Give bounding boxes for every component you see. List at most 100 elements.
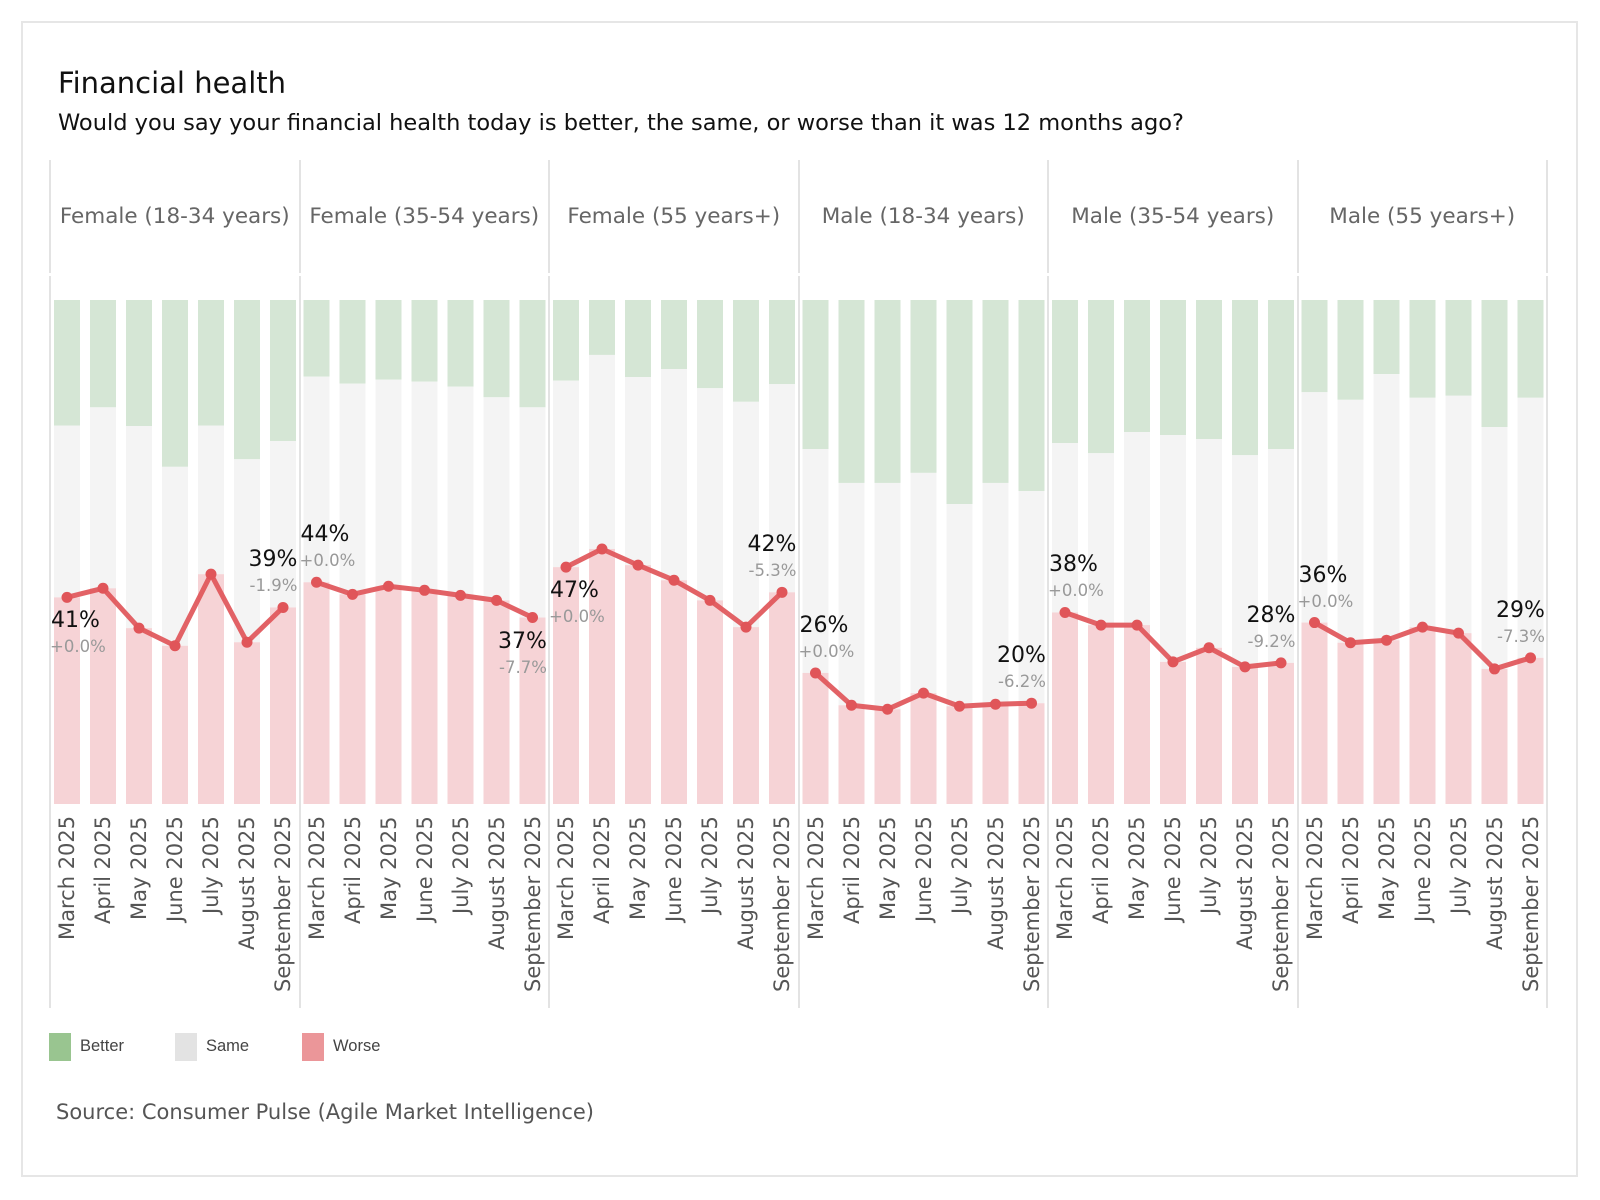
bar-worse-march-2025[interactable] bbox=[553, 567, 579, 804]
bar-same-june-2025[interactable] bbox=[411, 381, 438, 591]
worse-point-may-2025[interactable] bbox=[1131, 619, 1143, 631]
bar-worse-august-2025[interactable] bbox=[1232, 666, 1258, 804]
bar-worse-may-2025[interactable] bbox=[1124, 625, 1150, 804]
bar-better-april-2025[interactable] bbox=[1088, 300, 1114, 454]
worse-point-april-2025[interactable] bbox=[1345, 637, 1356, 649]
worse-point-july-2025[interactable] bbox=[954, 700, 965, 712]
bar-same-august-2025[interactable] bbox=[234, 459, 260, 643]
bar-worse-april-2025[interactable] bbox=[1337, 642, 1364, 804]
bar-better-july-2025[interactable] bbox=[946, 300, 973, 505]
bar-worse-april-2025[interactable] bbox=[90, 588, 116, 804]
bar-worse-may-2025[interactable] bbox=[1373, 640, 1400, 804]
bar-better-april-2025[interactable] bbox=[339, 300, 366, 384]
bar-same-september-2025[interactable] bbox=[769, 384, 795, 593]
worse-point-april-2025[interactable] bbox=[347, 588, 358, 600]
bar-worse-march-2025[interactable] bbox=[802, 672, 829, 804]
bar-better-june-2025[interactable] bbox=[1409, 300, 1436, 398]
worse-point-may-2025[interactable] bbox=[133, 622, 145, 634]
bar-same-june-2025[interactable] bbox=[162, 466, 188, 646]
bar-worse-june-2025[interactable] bbox=[162, 645, 188, 804]
bar-same-march-2025[interactable] bbox=[802, 449, 829, 673]
bar-worse-august-2025[interactable] bbox=[234, 642, 260, 804]
bar-worse-april-2025[interactable] bbox=[589, 548, 615, 804]
bar-same-may-2025[interactable] bbox=[126, 426, 152, 629]
bar-worse-march-2025[interactable] bbox=[54, 597, 80, 804]
bar-same-may-2025[interactable] bbox=[1373, 374, 1400, 641]
bar-same-april-2025[interactable] bbox=[1088, 453, 1114, 626]
bar-better-march-2025[interactable] bbox=[54, 300, 80, 426]
bar-same-august-2025[interactable] bbox=[982, 482, 1009, 705]
bar-same-september-2025[interactable] bbox=[1268, 449, 1294, 663]
worse-point-august-2025[interactable] bbox=[491, 594, 502, 606]
bar-worse-july-2025[interactable] bbox=[1196, 647, 1222, 804]
bar-better-may-2025[interactable] bbox=[126, 300, 152, 426]
worse-point-june-2025[interactable] bbox=[169, 640, 181, 652]
bar-same-august-2025[interactable] bbox=[483, 397, 510, 601]
bar-worse-august-2025[interactable] bbox=[1481, 668, 1508, 804]
bar-same-april-2025[interactable] bbox=[1337, 399, 1364, 643]
bar-same-march-2025[interactable] bbox=[553, 380, 579, 568]
bar-better-august-2025[interactable] bbox=[483, 300, 510, 398]
worse-point-june-2025[interactable] bbox=[419, 584, 430, 596]
bar-worse-september-2025[interactable] bbox=[769, 592, 795, 804]
bar-worse-july-2025[interactable] bbox=[946, 706, 973, 804]
bar-better-march-2025[interactable] bbox=[1052, 300, 1078, 444]
bar-better-march-2025[interactable] bbox=[802, 300, 829, 450]
bar-better-september-2025[interactable] bbox=[270, 300, 296, 442]
bar-same-june-2025[interactable] bbox=[1409, 397, 1436, 628]
legend-item-worse[interactable]: Worse bbox=[302, 1032, 380, 1061]
bar-same-march-2025[interactable] bbox=[1052, 443, 1078, 613]
bar-better-september-2025[interactable] bbox=[519, 300, 546, 408]
bar-worse-june-2025[interactable] bbox=[1160, 661, 1186, 804]
bar-better-march-2025[interactable] bbox=[303, 300, 330, 377]
worse-point-september-2025[interactable] bbox=[1026, 697, 1037, 709]
bar-better-september-2025[interactable] bbox=[1268, 300, 1294, 450]
bar-worse-march-2025[interactable] bbox=[1052, 612, 1078, 804]
bar-worse-august-2025[interactable] bbox=[982, 704, 1009, 804]
bar-worse-september-2025[interactable] bbox=[270, 607, 296, 804]
bar-better-may-2025[interactable] bbox=[1124, 300, 1150, 433]
bar-better-may-2025[interactable] bbox=[625, 300, 651, 378]
worse-point-august-2025[interactable] bbox=[740, 621, 752, 633]
worse-point-july-2025[interactable] bbox=[1203, 642, 1215, 654]
worse-point-june-2025[interactable] bbox=[1417, 621, 1428, 633]
bar-better-july-2025[interactable] bbox=[1445, 300, 1472, 396]
bar-worse-july-2025[interactable] bbox=[198, 574, 224, 804]
bar-better-april-2025[interactable] bbox=[838, 300, 865, 483]
bar-worse-may-2025[interactable] bbox=[375, 586, 402, 804]
worse-point-march-2025[interactable] bbox=[560, 561, 572, 573]
bar-worse-august-2025[interactable] bbox=[733, 627, 759, 804]
worse-point-april-2025[interactable] bbox=[846, 699, 857, 711]
bar-same-june-2025[interactable] bbox=[910, 472, 937, 694]
bar-better-june-2025[interactable] bbox=[162, 300, 188, 467]
bar-worse-may-2025[interactable] bbox=[625, 565, 651, 804]
bar-better-july-2025[interactable] bbox=[447, 300, 474, 387]
bar-better-june-2025[interactable] bbox=[411, 300, 438, 382]
bar-same-july-2025[interactable] bbox=[198, 425, 224, 575]
bar-better-august-2025[interactable] bbox=[982, 300, 1009, 483]
bar-worse-july-2025[interactable] bbox=[447, 595, 474, 804]
bar-worse-april-2025[interactable] bbox=[1088, 625, 1114, 804]
bar-worse-april-2025[interactable] bbox=[838, 705, 865, 804]
bar-same-may-2025[interactable] bbox=[1124, 432, 1150, 626]
bar-better-september-2025[interactable] bbox=[1517, 300, 1544, 398]
worse-point-september-2025[interactable] bbox=[277, 601, 289, 613]
bar-better-march-2025[interactable] bbox=[553, 300, 579, 381]
worse-point-july-2025[interactable] bbox=[205, 568, 217, 580]
bar-better-june-2025[interactable] bbox=[661, 300, 687, 370]
bar-worse-august-2025[interactable] bbox=[483, 600, 510, 804]
bar-same-june-2025[interactable] bbox=[1160, 435, 1186, 662]
bar-same-march-2025[interactable] bbox=[1301, 392, 1328, 623]
bar-worse-september-2025[interactable] bbox=[519, 617, 546, 804]
bar-same-september-2025[interactable] bbox=[270, 441, 296, 608]
worse-point-june-2025[interactable] bbox=[1167, 656, 1179, 668]
bar-same-august-2025[interactable] bbox=[733, 401, 759, 628]
legend-item-same[interactable]: Same bbox=[175, 1032, 249, 1061]
bar-better-august-2025[interactable] bbox=[234, 300, 260, 460]
worse-point-april-2025[interactable] bbox=[596, 543, 608, 555]
worse-point-august-2025[interactable] bbox=[1489, 663, 1500, 675]
bar-better-may-2025[interactable] bbox=[874, 300, 901, 483]
bar-worse-may-2025[interactable] bbox=[126, 628, 152, 804]
bar-same-september-2025[interactable] bbox=[1517, 397, 1544, 658]
bar-same-may-2025[interactable] bbox=[375, 379, 402, 587]
